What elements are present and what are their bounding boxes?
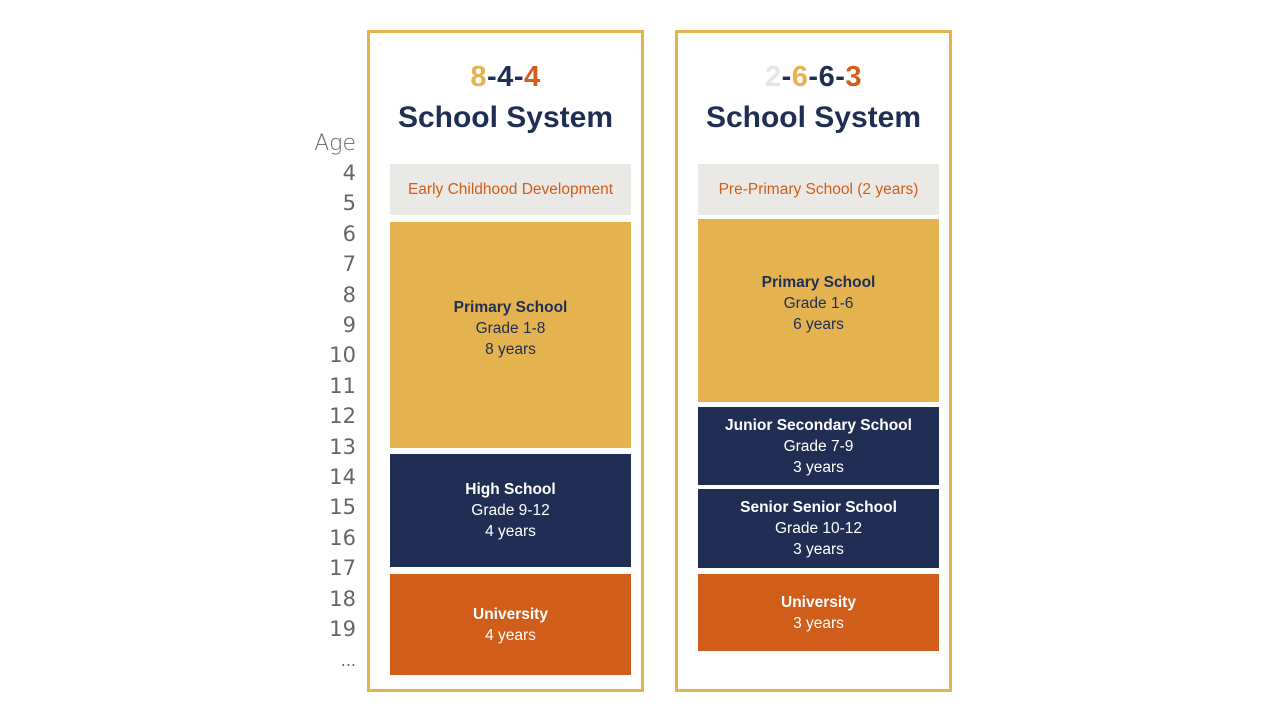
block-grade: Grade 9-12	[471, 502, 550, 519]
block-title: Primary School	[453, 298, 568, 316]
system-code-2-6-6-3: 2-6-6-3	[678, 61, 949, 94]
age-tick: 19	[329, 617, 356, 641]
block-high-school: High School Grade 9-12 4 years	[390, 454, 631, 567]
block-junior-secondary-school: Junior Secondary School Grade 7-9 3 year…	[698, 407, 939, 485]
block-grade: Grade 7-9	[783, 437, 854, 455]
age-tick: 5	[342, 191, 356, 216]
code-part: 4	[497, 61, 514, 93]
block-grade: Grade 1-6	[783, 295, 854, 312]
age-tick: 17	[329, 556, 356, 581]
block-duration: 8 years	[485, 340, 536, 358]
system-title: School System	[705, 101, 922, 134]
block-university: University 4 years	[390, 574, 631, 675]
block-duration: 3 years	[793, 614, 844, 632]
column-8-4-4: 8-4-4 School System Early Childhood Deve…	[367, 30, 644, 692]
code-part: 4	[523, 61, 541, 93]
age-tick: 13	[329, 434, 356, 459]
block-duration: 3 years	[793, 541, 844, 558]
age-tick: ...	[340, 651, 356, 671]
block-grade: Grade 10-12	[774, 520, 863, 537]
block-university: University 3 years	[698, 574, 939, 651]
block-title: Senior Senior School	[740, 499, 897, 516]
system-title: School System	[397, 101, 614, 134]
block-title: Primary School	[761, 274, 876, 291]
code-part: 6	[791, 61, 809, 93]
age-tick: 18	[329, 586, 356, 611]
age-tick: 4	[342, 161, 356, 185]
block-title: Junior Secondary School	[725, 416, 912, 434]
age-tick: 6	[342, 221, 356, 246]
block-label: Early Childhood Development	[407, 181, 614, 198]
block-pre-primary-school: Pre-Primary School (2 years)	[698, 164, 939, 215]
block-title: University	[473, 605, 548, 623]
code-part: 3	[845, 61, 863, 93]
age-tick: 11	[329, 373, 356, 398]
block-label: Pre-Primary School (2 years)	[718, 181, 919, 198]
age-tick: 8	[342, 282, 356, 307]
block-primary-school: Primary School Grade 1-8 8 years	[390, 222, 631, 448]
block-early-childhood: Early Childhood Development	[390, 164, 631, 215]
block-duration: 3 years	[793, 458, 844, 476]
age-tick: 7	[342, 252, 356, 277]
block-duration: 4 years	[485, 523, 536, 540]
block-senior-school: Senior Senior School Grade 10-12 3 years	[698, 489, 939, 568]
age-tick: 15	[329, 495, 356, 520]
age-tick: 14	[329, 465, 356, 489]
block-primary-school: Primary School Grade 1-6 6 years	[698, 219, 939, 402]
system-code-8-4-4: 8-4-4	[370, 61, 641, 94]
age-tick: 10	[329, 343, 356, 368]
code-part: 2	[764, 61, 782, 93]
column-2-6-6-3: 2-6-6-3 School System Pre-Primary School…	[675, 30, 952, 692]
code-dash: -	[835, 61, 846, 93]
block-title: High School	[465, 481, 556, 498]
block-duration: 4 years	[485, 626, 536, 644]
age-tick: 12	[329, 404, 356, 429]
age-tick: 9	[342, 313, 356, 337]
code-dash: -	[781, 61, 792, 93]
code-part: 6	[818, 61, 836, 93]
age-axis-label: Age	[314, 131, 356, 156]
block-duration: 6 years	[793, 316, 844, 333]
code-dash: -	[808, 61, 819, 93]
age-tick: 16	[329, 525, 356, 550]
block-title: University	[781, 593, 856, 611]
code-dash: -	[513, 61, 524, 93]
code-part: 8	[470, 61, 487, 93]
block-grade: Grade 1-8	[475, 319, 546, 337]
code-dash: -	[487, 61, 498, 93]
